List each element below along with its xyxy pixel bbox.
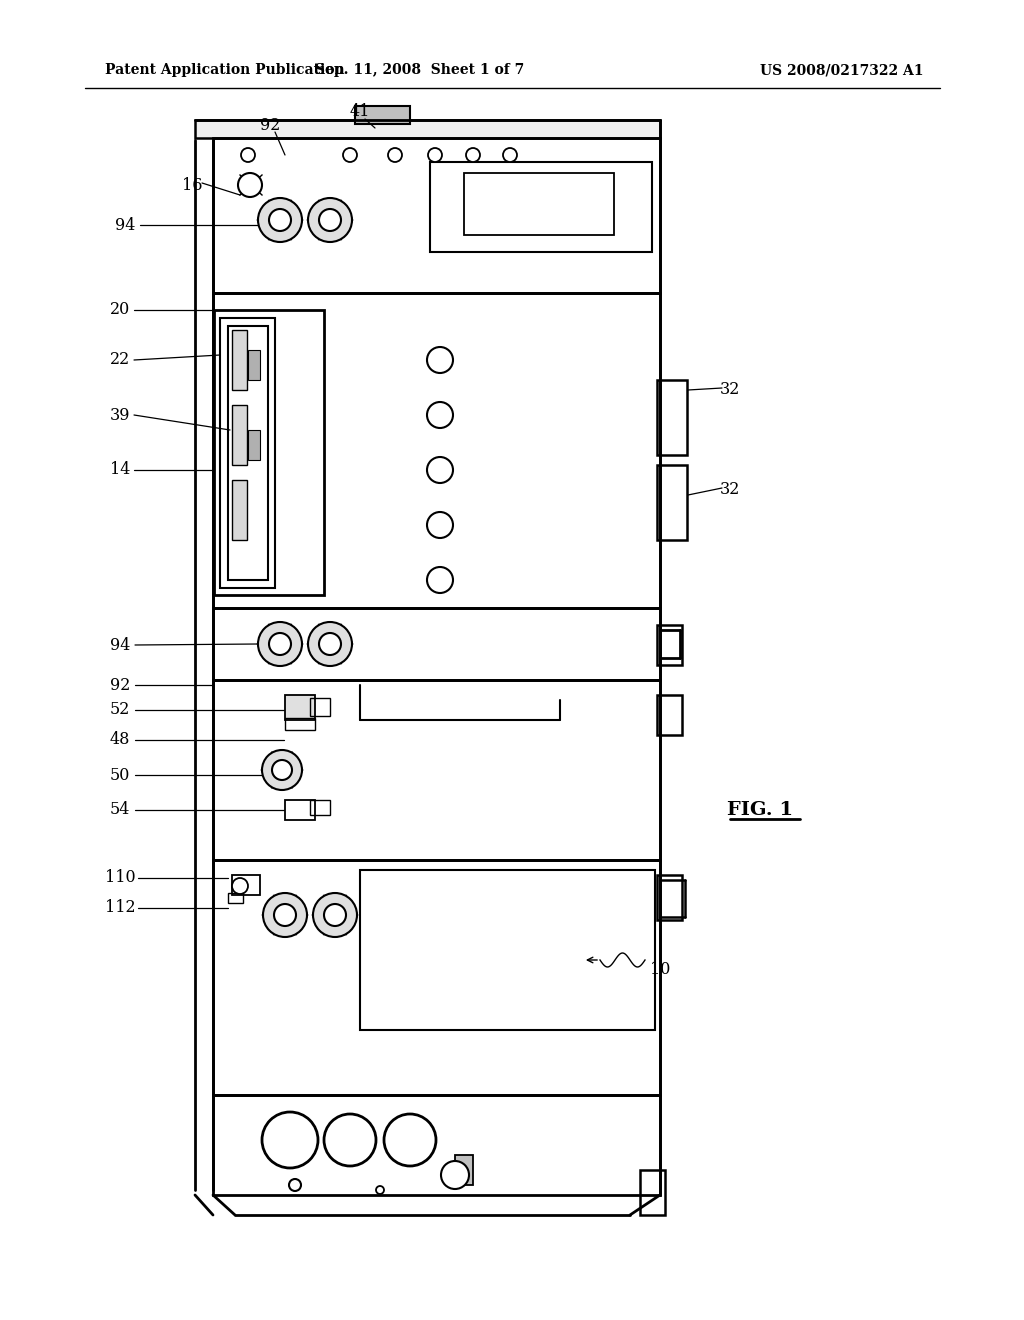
Text: 39: 39 (110, 407, 130, 424)
Text: Patent Application Publication: Patent Application Publication (105, 63, 345, 77)
Circle shape (376, 1185, 384, 1195)
Circle shape (384, 1114, 436, 1166)
Bar (232, 480, 247, 540)
Circle shape (308, 622, 352, 667)
Bar (248, 430, 260, 459)
Circle shape (441, 1162, 469, 1189)
Bar (232, 330, 247, 389)
Bar (657, 380, 687, 455)
Text: 92: 92 (260, 116, 281, 133)
Circle shape (324, 904, 346, 927)
Bar (213, 680, 660, 861)
Circle shape (262, 1111, 318, 1168)
Circle shape (313, 894, 357, 937)
Bar (657, 696, 682, 735)
Text: 94: 94 (115, 216, 135, 234)
Circle shape (388, 148, 402, 162)
Text: 20: 20 (110, 301, 130, 318)
Text: 48: 48 (110, 731, 130, 748)
Bar (310, 698, 330, 715)
Bar (285, 800, 315, 820)
Bar (360, 870, 655, 1030)
Circle shape (319, 209, 341, 231)
Circle shape (241, 148, 255, 162)
Bar (285, 696, 315, 719)
Bar (213, 139, 660, 293)
Text: 41: 41 (350, 103, 371, 120)
Bar (214, 310, 324, 595)
Bar (213, 861, 660, 1096)
Text: 94: 94 (110, 636, 130, 653)
Circle shape (272, 760, 292, 780)
Circle shape (427, 512, 453, 539)
Circle shape (289, 1179, 301, 1191)
Bar (355, 106, 410, 124)
Circle shape (319, 634, 341, 655)
Bar (232, 405, 247, 465)
Circle shape (427, 457, 453, 483)
Circle shape (262, 750, 302, 789)
Text: 112: 112 (104, 899, 135, 916)
Circle shape (269, 209, 291, 231)
Text: 92: 92 (110, 676, 130, 693)
Bar (213, 293, 660, 609)
Text: 14: 14 (110, 462, 130, 479)
Bar (657, 465, 687, 540)
Circle shape (427, 347, 453, 374)
Bar (213, 1096, 660, 1195)
Text: 110: 110 (104, 870, 135, 887)
Circle shape (269, 634, 291, 655)
Text: FIG. 1: FIG. 1 (727, 801, 793, 818)
Text: 52: 52 (110, 701, 130, 718)
Circle shape (503, 148, 517, 162)
Circle shape (258, 198, 302, 242)
Circle shape (428, 148, 442, 162)
Text: US 2008/0217322 A1: US 2008/0217322 A1 (760, 63, 924, 77)
Circle shape (238, 173, 262, 197)
Text: 10: 10 (650, 961, 670, 978)
Bar (657, 624, 682, 665)
Circle shape (258, 622, 302, 667)
Circle shape (427, 568, 453, 593)
Bar (455, 1155, 473, 1185)
Bar (195, 120, 660, 139)
Circle shape (232, 878, 248, 894)
Text: 50: 50 (110, 767, 130, 784)
Text: Sep. 11, 2008  Sheet 1 of 7: Sep. 11, 2008 Sheet 1 of 7 (315, 63, 524, 77)
Bar (310, 800, 330, 814)
Text: 16: 16 (181, 177, 203, 194)
Bar (464, 173, 614, 235)
Bar (657, 875, 682, 920)
Bar (248, 350, 260, 380)
Circle shape (324, 1114, 376, 1166)
Text: 22: 22 (110, 351, 130, 368)
Bar (228, 894, 243, 903)
Text: 32: 32 (720, 381, 740, 399)
Text: 54: 54 (110, 801, 130, 818)
Bar (220, 318, 275, 587)
Circle shape (343, 148, 357, 162)
Text: 32: 32 (720, 482, 740, 499)
Bar (285, 718, 315, 730)
Circle shape (274, 904, 296, 927)
Bar (232, 875, 260, 895)
Bar (228, 326, 268, 579)
Circle shape (263, 894, 307, 937)
Bar (430, 162, 652, 252)
Bar (640, 1170, 665, 1214)
Circle shape (427, 403, 453, 428)
Circle shape (466, 148, 480, 162)
Circle shape (308, 198, 352, 242)
Bar (213, 609, 660, 680)
